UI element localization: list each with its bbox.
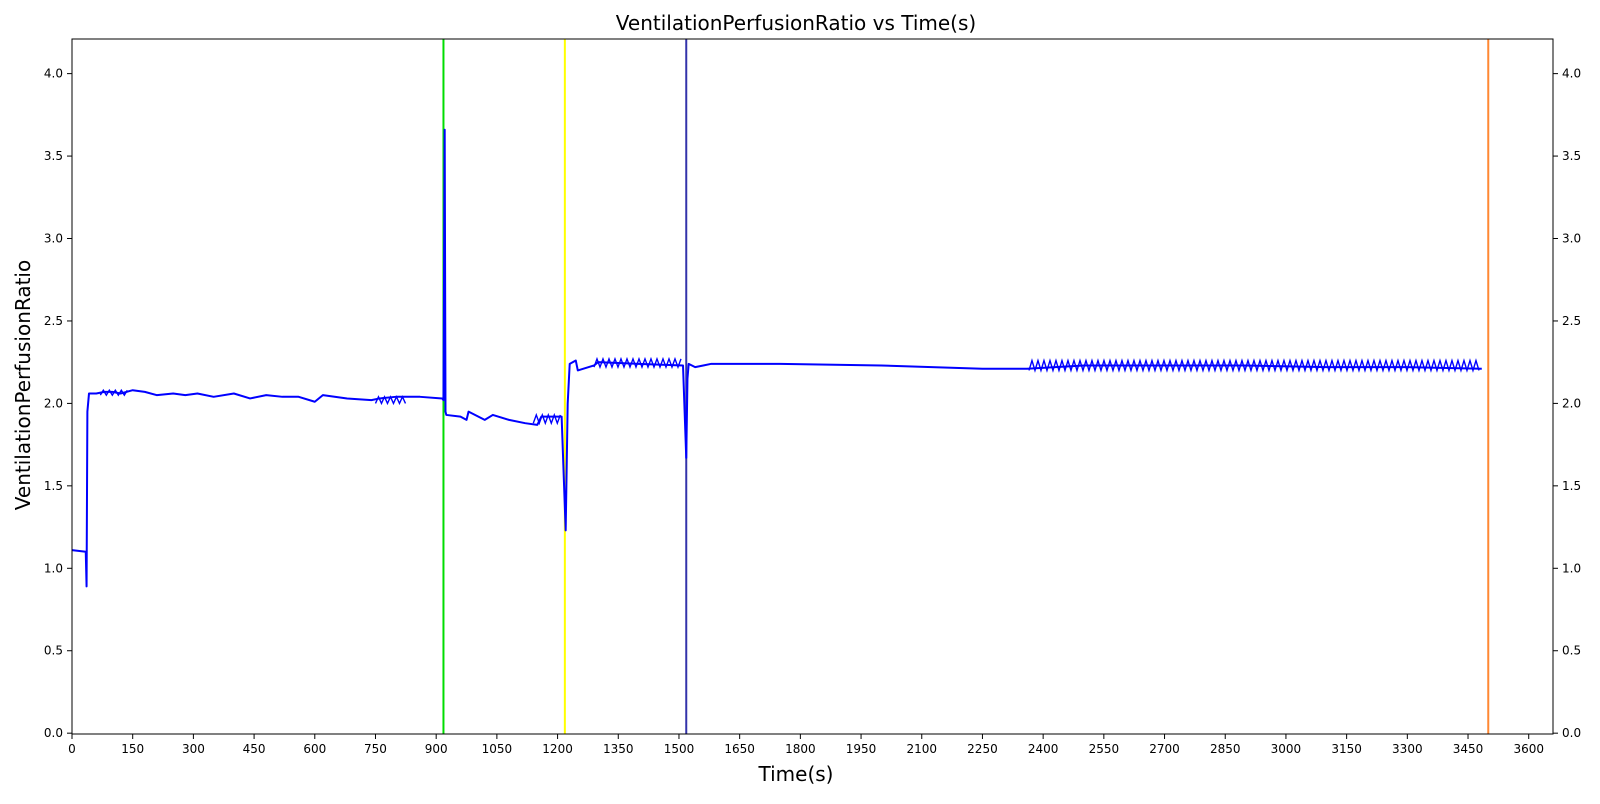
x-tick-label: 2400 bbox=[1028, 742, 1059, 756]
x-tick-label: 3150 bbox=[1331, 742, 1362, 756]
x-tick-label: 600 bbox=[303, 742, 326, 756]
x-tick-label: 0 bbox=[68, 742, 76, 756]
y-tick-label-right: 1.0 bbox=[1562, 561, 1581, 575]
x-tick-label: 450 bbox=[243, 742, 266, 756]
y-tick-label-right: 0.0 bbox=[1562, 726, 1581, 740]
y-tick-label: 2.5 bbox=[44, 314, 63, 328]
y-tick-label: 3.0 bbox=[44, 232, 63, 246]
series-line bbox=[71, 128, 1482, 588]
series-oscillation-2 bbox=[374, 395, 407, 406]
series-oscillation-1 bbox=[99, 388, 128, 397]
x-axis-ticks: 0 150 300 450 600 750 900 1050 1200 1350 1500 1650 1… bbox=[68, 734, 1544, 756]
x-tick-label: 1200 bbox=[542, 742, 573, 756]
x-tick-label: 2700 bbox=[1149, 742, 1180, 756]
marker-lines bbox=[442, 39, 1490, 734]
x-tick-label: 2850 bbox=[1210, 742, 1241, 756]
y-axis-ticks: 0.0 0.5 1.0 1.5 2.0 2.5 3.0 3.5 4.0 bbox=[44, 67, 72, 740]
y-tick-label: 1.0 bbox=[44, 561, 63, 575]
x-tick-label: 1650 bbox=[724, 742, 755, 756]
x-tick-label: 1350 bbox=[603, 742, 634, 756]
y-tick-label-right: 3.0 bbox=[1562, 232, 1581, 246]
y-tick-label: 2.0 bbox=[44, 396, 63, 410]
x-tick-label: 1950 bbox=[846, 742, 877, 756]
x-tick-label: 1050 bbox=[482, 742, 513, 756]
y-tick-label: 1.5 bbox=[44, 479, 63, 493]
x-tick-label: 3300 bbox=[1392, 742, 1423, 756]
x-tick-label: 3000 bbox=[1271, 742, 1302, 756]
x-tick-label: 3450 bbox=[1453, 742, 1484, 756]
x-tick-label: 1800 bbox=[785, 742, 816, 756]
x-tick-label: 3600 bbox=[1513, 742, 1544, 756]
x-tick-label: 900 bbox=[425, 742, 448, 756]
y-tick-label: 0.0 bbox=[44, 726, 63, 740]
y-tick-label: 0.5 bbox=[44, 644, 63, 658]
y-tick-label-right: 2.0 bbox=[1562, 396, 1581, 410]
y-tick-label: 4.0 bbox=[44, 67, 63, 81]
y-axis-label: VentilationPerfusionRatio bbox=[11, 260, 35, 510]
y-tick-label-right: 2.5 bbox=[1562, 314, 1581, 328]
chart-title: VentilationPerfusionRatio vs Time(s) bbox=[616, 11, 976, 35]
x-tick-label: 2550 bbox=[1089, 742, 1120, 756]
x-axis-label: Time(s) bbox=[758, 762, 834, 786]
y-tick-label-right: 4.0 bbox=[1562, 67, 1581, 81]
x-tick-label: 150 bbox=[121, 742, 144, 756]
x-tick-label: 300 bbox=[182, 742, 205, 756]
y-tick-label-right: 1.5 bbox=[1562, 479, 1581, 493]
x-tick-label: 2100 bbox=[906, 742, 937, 756]
y-tick-label-right: 3.5 bbox=[1562, 149, 1581, 163]
y-tick-label-right: 0.5 bbox=[1562, 644, 1581, 658]
y-axis-ticks-right: 0.0 0.5 1.0 1.5 2.0 2.5 3.0 3.5 4.0 bbox=[1553, 67, 1581, 740]
y-tick-label: 3.5 bbox=[44, 149, 63, 163]
plot-frame bbox=[71, 38, 1554, 735]
x-tick-label: 2250 bbox=[967, 742, 998, 756]
series-oscillation-3 bbox=[532, 412, 561, 426]
series-oscillation-4 bbox=[593, 356, 682, 370]
x-tick-label: 750 bbox=[364, 742, 387, 756]
series-group bbox=[71, 128, 1482, 588]
series-oscillation-5 bbox=[1028, 358, 1480, 373]
x-tick-label: 1500 bbox=[664, 742, 695, 756]
